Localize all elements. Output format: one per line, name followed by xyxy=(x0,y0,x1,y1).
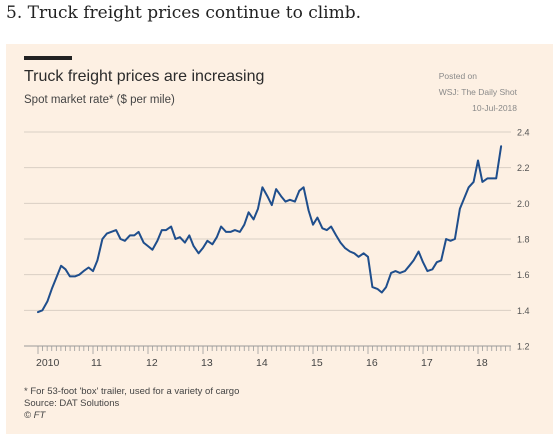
credit-note: © FT xyxy=(24,410,46,421)
y-tick-label: 2.4 xyxy=(517,128,530,138)
y-tick-label: 1.6 xyxy=(517,270,530,280)
footnote: * For 53-foot 'box' trailer, used for a … xyxy=(24,386,240,397)
x-tick-label: 12 xyxy=(146,357,158,369)
x-tick-label: 17 xyxy=(421,357,433,369)
x-tick-label: 11 xyxy=(91,357,102,369)
title-rule xyxy=(24,56,72,60)
chart-notes: * For 53-foot 'box' trailer, used for a … xyxy=(24,386,239,422)
x-tick-label: 16 xyxy=(366,357,378,369)
source-note: Source: DAT Solutions xyxy=(24,398,120,409)
x-tick-label: 2010 xyxy=(36,357,60,369)
y-tick-label: 1.8 xyxy=(517,235,530,245)
line-chart: 1.2 1.4 1.6 1.8 2.0 2.2 2.4 2010 11 12 13 14 15 16 17 1… xyxy=(24,128,530,369)
chart-panel: Truck freight prices are increasing Spot… xyxy=(6,44,553,434)
posted-line-1: Posted on xyxy=(438,71,478,81)
page-heading: 5. Truck freight prices continue to clim… xyxy=(6,3,362,23)
x-tick-label: 15 xyxy=(311,357,323,369)
y-tick-label: 2.2 xyxy=(517,163,530,173)
x-tick-label: 13 xyxy=(201,357,213,369)
chart-title: Truck freight prices are increasing xyxy=(24,68,265,85)
x-tick-label: 14 xyxy=(256,357,268,369)
chart-subtitle: Spot market rate* ($ per mile) xyxy=(24,94,175,106)
x-tick-label: 18 xyxy=(476,357,488,369)
series-line xyxy=(37,145,503,314)
posted-note: Posted on WSJ: The Daily Shot 10-Jul-201… xyxy=(439,68,517,116)
y-tick-label: 1.4 xyxy=(517,306,530,316)
y-tick-label: 1.2 xyxy=(517,342,530,352)
posted-line-3: 10-Jul-2018 xyxy=(472,103,517,113)
posted-line-2: WSJ: The Daily Shot xyxy=(438,87,517,97)
y-tick-label: 2.0 xyxy=(517,199,530,209)
